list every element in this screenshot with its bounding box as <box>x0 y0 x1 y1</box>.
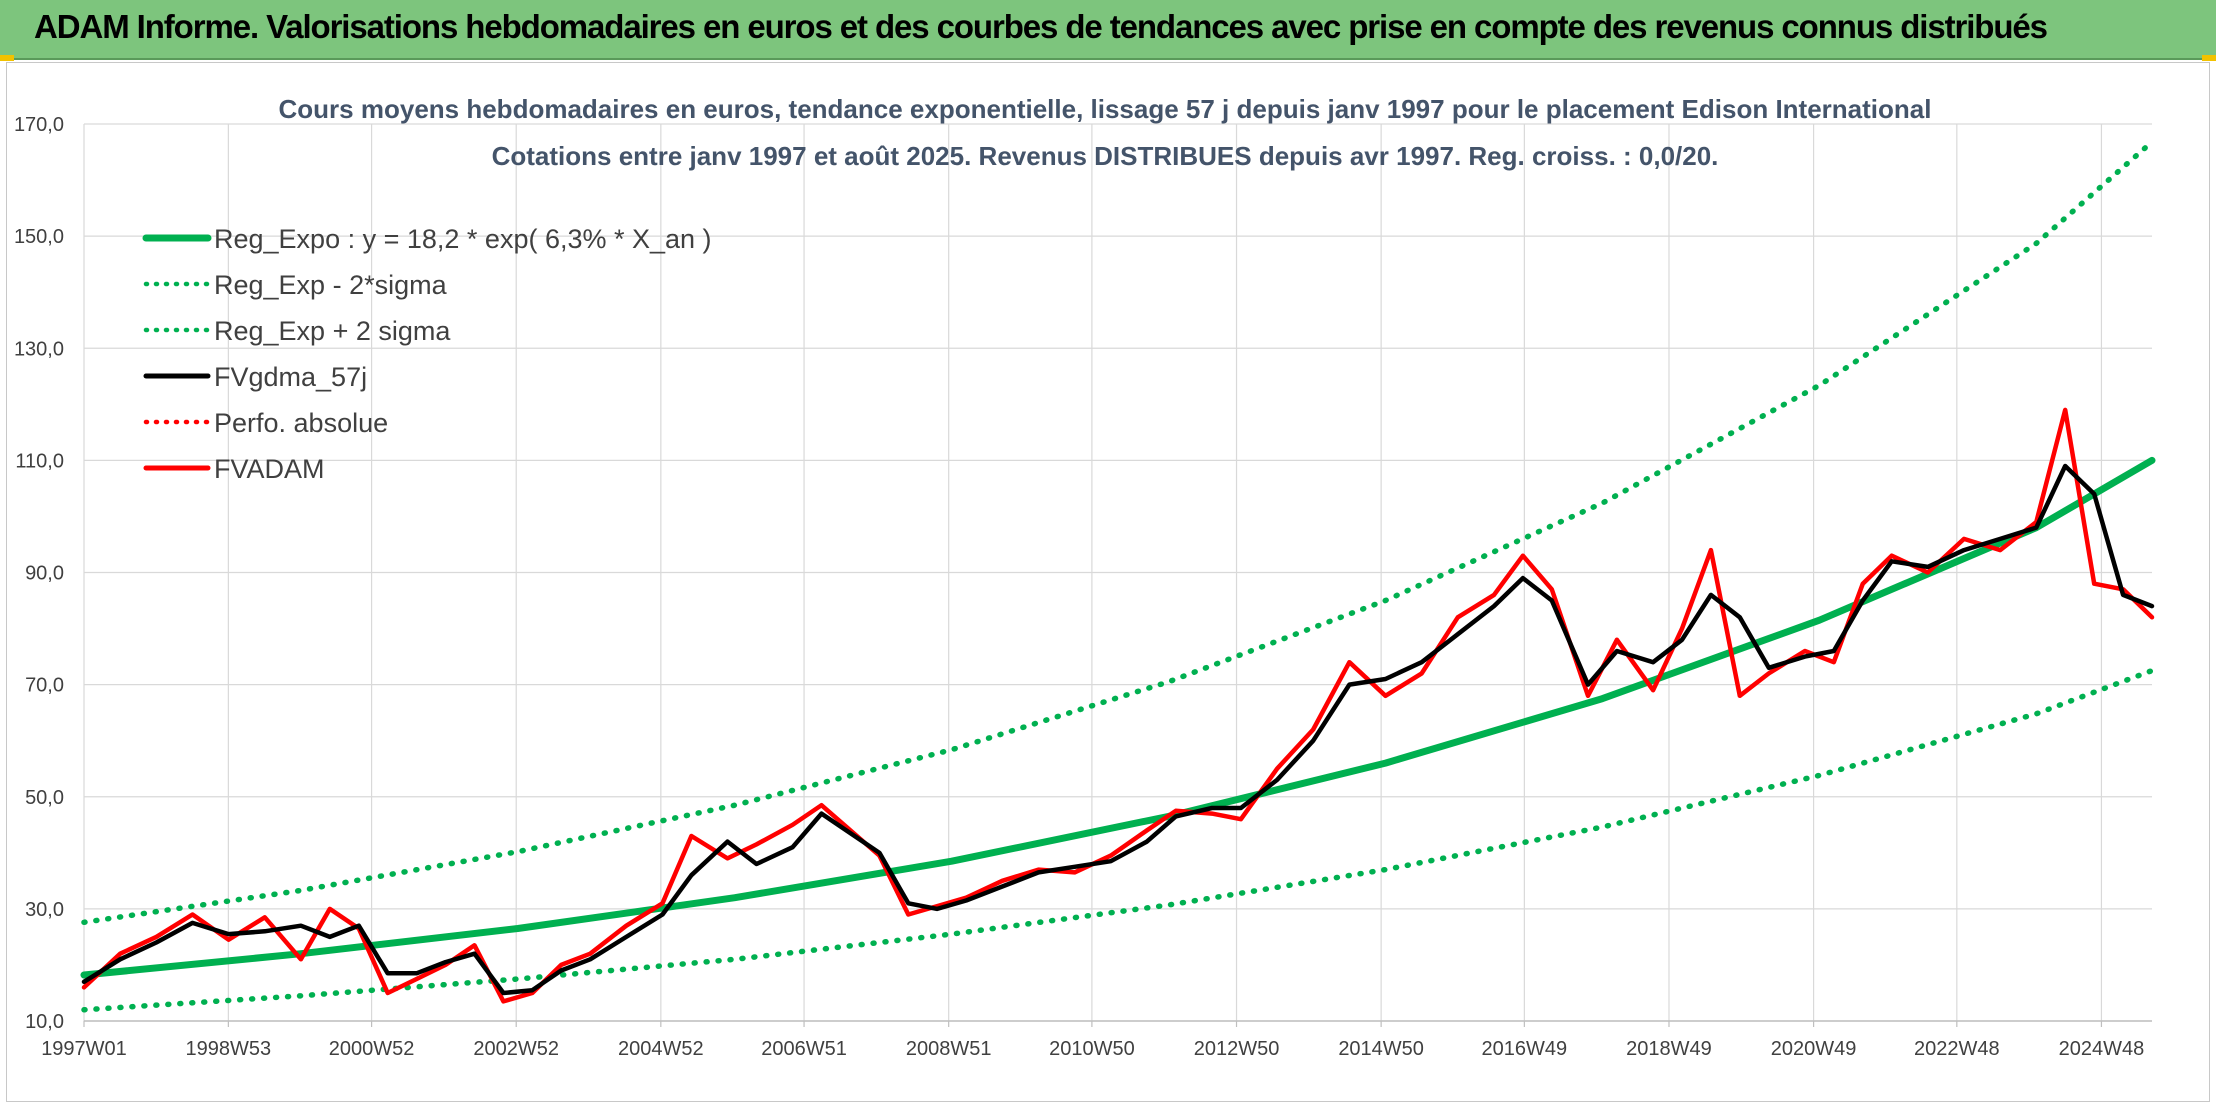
legend: Reg_Expo : y = 18,2 * exp( 6,3% * X_an )… <box>142 224 712 484</box>
series-reg-expo <box>80 456 2156 979</box>
series-fvadam <box>81 407 2155 1004</box>
x-tick-label: 2006W51 <box>761 1038 847 1060</box>
page-title: ADAM Informe. Valorisations hebdomadaire… <box>34 8 2048 45</box>
legend-label: Perfo. absolue <box>214 408 388 438</box>
legend-label: Reg_Expo : y = 18,2 * exp( 6,3% * X_an ) <box>214 224 712 254</box>
y-tick-label: 50,0 <box>25 787 64 809</box>
x-tick-label: 2022W48 <box>1914 1038 2000 1060</box>
legend-label: Reg_Exp - 2*sigma <box>214 270 448 300</box>
corner-marker-left <box>0 55 14 61</box>
axes: 170,0 150,0 130,0 110,0 90,0 70,0 50,0 30,0 10,0… <box>14 114 2152 1060</box>
y-tick-label: 130,0 <box>14 338 64 360</box>
chart-title: Cours moyens hebdomadaires en euros, ten… <box>279 94 1932 124</box>
legend-label: FVgdma_57j <box>214 362 367 392</box>
series-reg-exp-minus-2sigma <box>81 667 2155 1013</box>
x-tick-label: 2004W52 <box>618 1038 704 1060</box>
x-tick-label: 2018W49 <box>1626 1038 1712 1060</box>
y-tick-label: 70,0 <box>25 675 64 697</box>
x-tick-label: 2002W52 <box>473 1038 559 1060</box>
x-tick-label: 1997W01 <box>41 1038 127 1060</box>
y-tick-label: 10,0 <box>25 1011 64 1033</box>
series-fvgdma-57j <box>81 463 2155 996</box>
x-tick-label: 2020W49 <box>1771 1038 1857 1060</box>
y-tick-label: 90,0 <box>25 563 64 585</box>
x-tick-label: 2014W50 <box>1338 1038 1424 1060</box>
y-tick-label: 150,0 <box>14 226 64 248</box>
x-tick-label: 1998W53 <box>186 1038 272 1060</box>
x-tick-label: 2000W52 <box>329 1038 415 1060</box>
corner-marker-right <box>2202 55 2216 61</box>
y-tick-label: 110,0 <box>15 450 64 472</box>
x-tick-label: 2012W50 <box>1194 1038 1280 1060</box>
x-tick-label: 2024W48 <box>2059 1038 2145 1060</box>
chart-subtitle: Cotations entre janv 1997 et août 2025. … <box>492 141 1719 171</box>
y-tick-label: 170,0 <box>14 114 64 136</box>
series-reg-exp-plus-2sigma <box>81 139 2155 926</box>
legend-label: FVADAM <box>214 454 325 484</box>
legend-label: Reg_Exp + 2 sigma <box>214 316 451 346</box>
series-layer <box>80 139 2156 1013</box>
grid <box>83 123 2152 1022</box>
chart-frame <box>6 62 2210 1102</box>
x-tick-label: 2010W50 <box>1049 1038 1135 1060</box>
y-tick-label: 30,0 <box>25 899 64 921</box>
x-tick-label: 2016W49 <box>1482 1038 1568 1060</box>
header-banner: ADAM Informe. Valorisations hebdomadaire… <box>0 0 2216 60</box>
x-tick-label: 2008W51 <box>906 1038 992 1060</box>
